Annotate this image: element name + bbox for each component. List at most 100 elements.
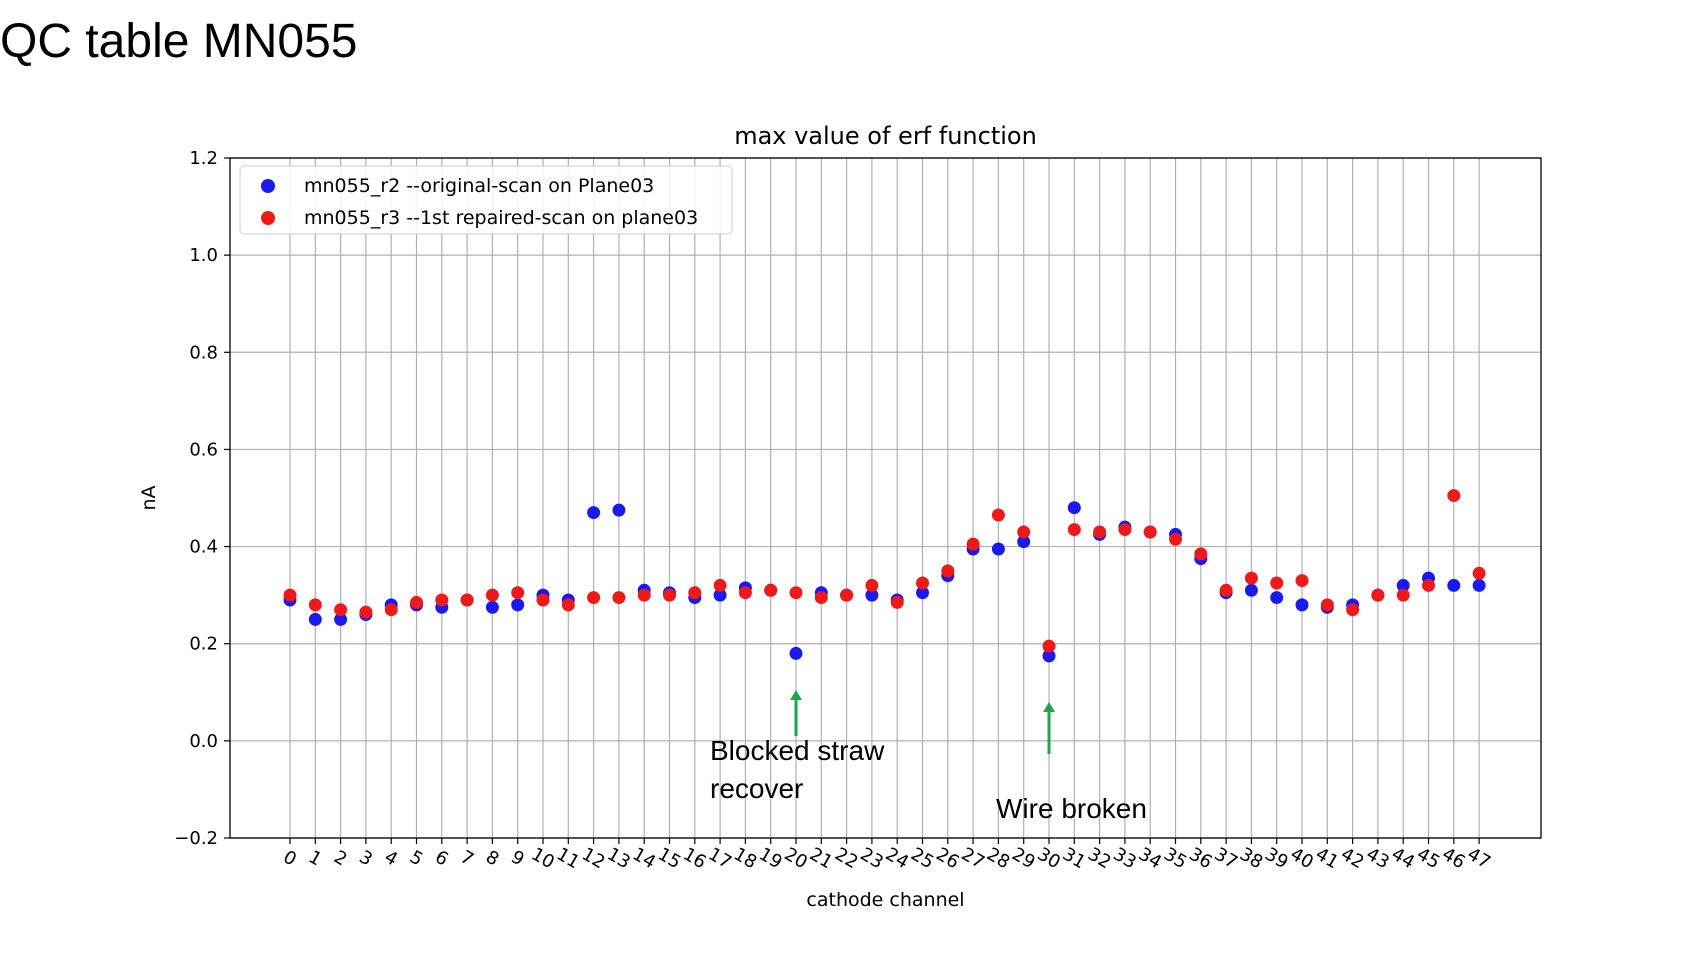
data-point-r3 — [890, 595, 904, 609]
x-tick-label: 8 — [482, 846, 502, 870]
data-point-r3 — [1270, 576, 1284, 590]
data-point-r3 — [1447, 489, 1461, 503]
data-point-r3 — [814, 591, 828, 605]
x-tick-label: 21 — [806, 844, 836, 874]
grid — [230, 157, 1541, 839]
x-tick-label: 34 — [1135, 844, 1165, 874]
x-tick-label: 18 — [730, 844, 760, 874]
data-point-r2 — [1270, 591, 1284, 605]
data-point-r2 — [1017, 535, 1031, 549]
data-point-r3 — [384, 603, 398, 617]
data-point-r2 — [1067, 501, 1081, 515]
annotation-blocked-line1: Blocked straw — [710, 735, 885, 766]
data-point-r3 — [308, 598, 322, 612]
data-point-r3 — [1371, 588, 1385, 602]
data-point-r3 — [283, 588, 297, 602]
x-tick-label: 31 — [1059, 844, 1089, 874]
annotation-blocked-line2: recover — [710, 773, 804, 804]
data-point-r3 — [1118, 523, 1132, 537]
y-tick-label: −0.2 — [174, 828, 218, 849]
legend-marker-r2 — [261, 179, 275, 193]
data-point-r3 — [663, 588, 676, 602]
data-point-r2 — [1295, 598, 1309, 612]
data-point-r3 — [991, 508, 1005, 522]
x-tick-label: 24 — [882, 844, 912, 874]
data-point-r3 — [916, 576, 929, 590]
x-tick-label: 23 — [856, 844, 886, 874]
data-point-r3 — [1396, 588, 1410, 602]
legend-box — [239, 165, 733, 235]
data-point-r3 — [688, 586, 702, 600]
y-tick-label: 0.6 — [189, 439, 218, 460]
y-tick-label: 1.2 — [189, 148, 218, 169]
x-tick-label: 26 — [932, 844, 962, 874]
x-tick-label: 13 — [603, 844, 633, 874]
x-tick-label: 39 — [1261, 844, 1291, 874]
data-point-r2 — [865, 588, 879, 602]
data-point-r3 — [587, 591, 601, 605]
x-tick-label: 45 — [1413, 844, 1443, 874]
x-tick-label: 5 — [406, 846, 426, 870]
plot-area — [229, 157, 1542, 839]
x-tick-label: 35 — [1160, 844, 1190, 874]
data-point-r3 — [485, 588, 499, 602]
data-point-r2 — [789, 646, 803, 660]
x-tick-label: 38 — [1236, 844, 1266, 874]
data-point-r2 — [612, 503, 626, 517]
data-point-r3 — [764, 583, 778, 597]
x-tick-label: 15 — [654, 844, 684, 874]
x-tick-label: 3 — [355, 846, 375, 870]
data-point-r3 — [1042, 639, 1056, 653]
x-tick-label: 9 — [507, 846, 527, 870]
x-tick-label: 43 — [1362, 844, 1392, 874]
legend: mn055_r2 --original-scan on Plane03 mn05… — [239, 165, 733, 235]
data-point-r3 — [1320, 598, 1334, 612]
x-tick-label: 30 — [1034, 844, 1064, 874]
data-point-r3 — [561, 598, 575, 612]
x-tick-label: 25 — [907, 844, 937, 874]
data-point-r3 — [865, 578, 879, 592]
data-point-r3 — [536, 593, 550, 607]
data-point-r2 — [511, 598, 525, 612]
data-point-r3 — [941, 564, 955, 578]
data-point-r2 — [1396, 578, 1410, 592]
x-tick-label: 32 — [1084, 844, 1114, 874]
x-tick-label: 36 — [1185, 844, 1215, 874]
annotation-blocked-straw: Blocked straw recover — [710, 732, 884, 808]
data-points — [283, 489, 1486, 663]
chart-title: max value of erf function — [734, 122, 1037, 150]
data-point-r2 — [916, 586, 929, 600]
x-tick-label: 10 — [528, 844, 558, 874]
x-tick-label: 19 — [755, 844, 785, 874]
x-tick-label: 46 — [1438, 844, 1468, 874]
data-point-r3 — [1169, 532, 1182, 546]
x-tick-label: 28 — [983, 844, 1013, 874]
x-tick-label: 22 — [831, 844, 861, 874]
data-point-r3 — [1143, 525, 1157, 539]
x-tick-label: 44 — [1388, 844, 1418, 874]
y-tick-label: 1.0 — [189, 245, 218, 266]
data-point-r3 — [840, 588, 854, 602]
x-tick-label: 0 — [280, 846, 300, 870]
data-point-r3 — [1194, 547, 1208, 561]
data-point-r3 — [1219, 583, 1233, 597]
data-point-r3 — [1295, 574, 1309, 588]
x-tick-label: 1 — [305, 846, 325, 870]
y-tick-label: 0.4 — [189, 537, 218, 558]
x-tick-label: 6 — [431, 846, 451, 870]
data-point-r3 — [1422, 578, 1435, 592]
data-point-r3 — [637, 588, 651, 602]
data-point-r3 — [966, 537, 980, 551]
x-tick-label: 16 — [679, 844, 709, 874]
data-point-r3 — [1244, 571, 1258, 585]
data-point-r3 — [334, 603, 348, 617]
data-point-r2 — [1244, 583, 1258, 597]
y-tick-label: 0.0 — [189, 731, 218, 752]
x-tick-label: 40 — [1287, 844, 1317, 874]
x-tick-label: 11 — [553, 844, 583, 874]
data-point-r3 — [713, 578, 727, 592]
annotation-wire-broken: Wire broken — [996, 793, 1147, 824]
y-tick-label: 0.8 — [189, 342, 218, 363]
x-tick-label: 4 — [381, 846, 401, 870]
